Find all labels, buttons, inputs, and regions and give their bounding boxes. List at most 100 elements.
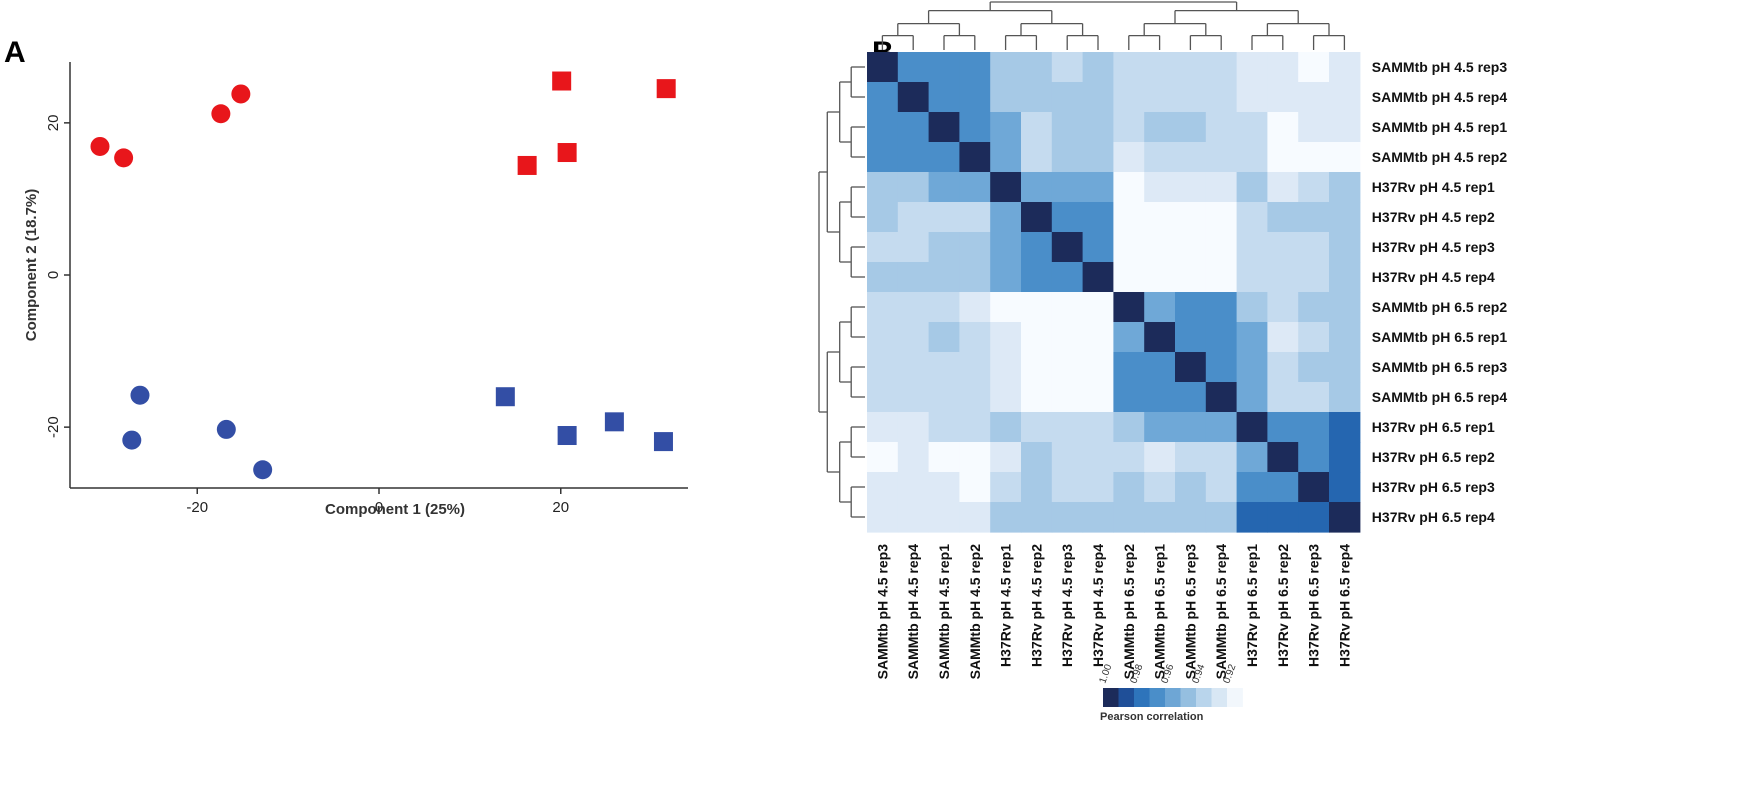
heatmap-cell [928, 232, 960, 263]
legend-swatch [1165, 688, 1181, 707]
legend-swatch [1180, 688, 1197, 707]
heatmap-cell [1175, 412, 1207, 443]
heatmap-cell [867, 232, 899, 263]
heatmap-cell [867, 412, 899, 443]
heatmap-cell [1175, 382, 1207, 413]
heatmap-cell [1113, 472, 1145, 503]
heatmap-cell [928, 262, 960, 293]
heatmap-cell [867, 82, 899, 113]
heatmap-cell [1113, 52, 1145, 83]
heatmap-cell [897, 142, 930, 173]
column-label: SAMMtb pH 6.5 rep4 [1213, 544, 1229, 680]
heatmap-cell [1144, 52, 1176, 83]
heatmap-cell [1144, 202, 1176, 233]
heatmap-cell [1021, 82, 1053, 113]
heatmap-cell [928, 352, 960, 383]
heatmap-cell [1144, 322, 1176, 353]
heatmap-cell [1267, 472, 1299, 503]
heatmap-cell [1236, 262, 1268, 293]
heatmap-cell [1144, 292, 1176, 323]
x-tick-label: 0 [375, 499, 383, 516]
heatmap-cell [1298, 352, 1330, 383]
heatmap-cell [1144, 142, 1176, 173]
heatmap-cell [1298, 202, 1330, 233]
heatmap-cell [959, 232, 991, 263]
heatmap-cells [867, 52, 1361, 533]
column-dendrogram [881, 1, 1346, 50]
heatmap-cell [1267, 142, 1299, 173]
legend-swatch [1134, 688, 1150, 707]
heatmap-cell [867, 472, 899, 503]
heatmap-cell [1082, 172, 1114, 203]
heatmap-cell [1267, 292, 1299, 323]
heatmap-cell [1267, 502, 1299, 533]
heatmap-cell [1267, 172, 1299, 203]
data-points [90, 71, 676, 480]
heatmap-cell [1175, 112, 1207, 143]
heatmap-cell [867, 52, 899, 83]
row-label: H37Rv pH 6.5 rep4 [1372, 509, 1495, 525]
heatmap-cell [1298, 412, 1330, 443]
heatmap-cell [1236, 472, 1268, 503]
heatmap-cell [1205, 82, 1238, 113]
heatmap-cell [1329, 412, 1361, 443]
heatmap-cell [1205, 412, 1238, 443]
heatmap-cell [990, 352, 1022, 383]
column-label: H37Rv pH 6.5 rep4 [1336, 544, 1352, 667]
heatmap-cell [1298, 82, 1330, 113]
heatmap-cell [1267, 352, 1299, 383]
heatmap-cell [1082, 442, 1114, 473]
heatmap-cell [1144, 232, 1176, 263]
column-label: SAMMtb pH 4.5 rep1 [936, 544, 952, 680]
column-label: H37Rv pH 4.5 rep1 [998, 544, 1014, 667]
heatmap-cell [1267, 382, 1299, 413]
heatmap-cell [1082, 322, 1114, 353]
heatmap-cell [1113, 502, 1145, 533]
heatmap-cell [1175, 262, 1207, 293]
heatmap-cell [897, 502, 930, 533]
heatmap-cell [959, 112, 991, 143]
heatmap-cell [1175, 352, 1207, 383]
heatmap-cell [1144, 502, 1176, 533]
heatmap-cell [1144, 412, 1176, 443]
heatmap-cell [1051, 292, 1084, 323]
heatmap-cell [1298, 232, 1330, 263]
heatmap-cell [1236, 412, 1268, 443]
heatmap-cell [990, 142, 1022, 173]
heatmap-cell [959, 442, 991, 473]
heatmap-cell [1175, 322, 1207, 353]
heatmap-cell [1205, 502, 1238, 533]
heatmap-cell [1144, 82, 1176, 113]
heatmap-cell [1051, 442, 1084, 473]
heatmap-cell [1051, 412, 1084, 443]
column-label: H37Rv pH 6.5 rep2 [1275, 544, 1291, 667]
legend-swatch [1227, 688, 1243, 707]
heatmap-cell [1236, 82, 1268, 113]
heatmap-cell [1236, 292, 1268, 323]
heatmap-cell [928, 412, 960, 443]
heatmap-cell [928, 502, 960, 533]
heatmap-cell [867, 262, 899, 293]
heatmap-cell [1267, 112, 1299, 143]
row-dendrogram [818, 66, 865, 518]
heatmap-cell [1021, 232, 1053, 263]
heatmap-cell [1236, 112, 1268, 143]
heatmap-cell [1051, 502, 1084, 533]
heatmap-cell [897, 232, 930, 263]
heatmap-cell [1298, 472, 1330, 503]
heatmap-cell [1329, 172, 1361, 203]
blue-square-point [495, 387, 515, 407]
heatmap-cell [1236, 322, 1268, 353]
column-labels: SAMMtb pH 4.5 rep3 SAMMtb pH 4.5 rep4 SAMM… [874, 544, 1352, 680]
heatmap-cell [1144, 472, 1176, 503]
red-circle-point [211, 104, 231, 124]
heatmap-cell [1082, 82, 1114, 113]
heatmap-cell [1205, 52, 1238, 83]
heatmap-cell [1329, 352, 1361, 383]
blue-square-point [604, 412, 624, 432]
heatmap-cell [1021, 502, 1053, 533]
heatmap-cell [1021, 292, 1053, 323]
heatmap-cell [1267, 232, 1299, 263]
heatmap-cell [1267, 52, 1299, 83]
heatmap-cell [1021, 382, 1053, 413]
